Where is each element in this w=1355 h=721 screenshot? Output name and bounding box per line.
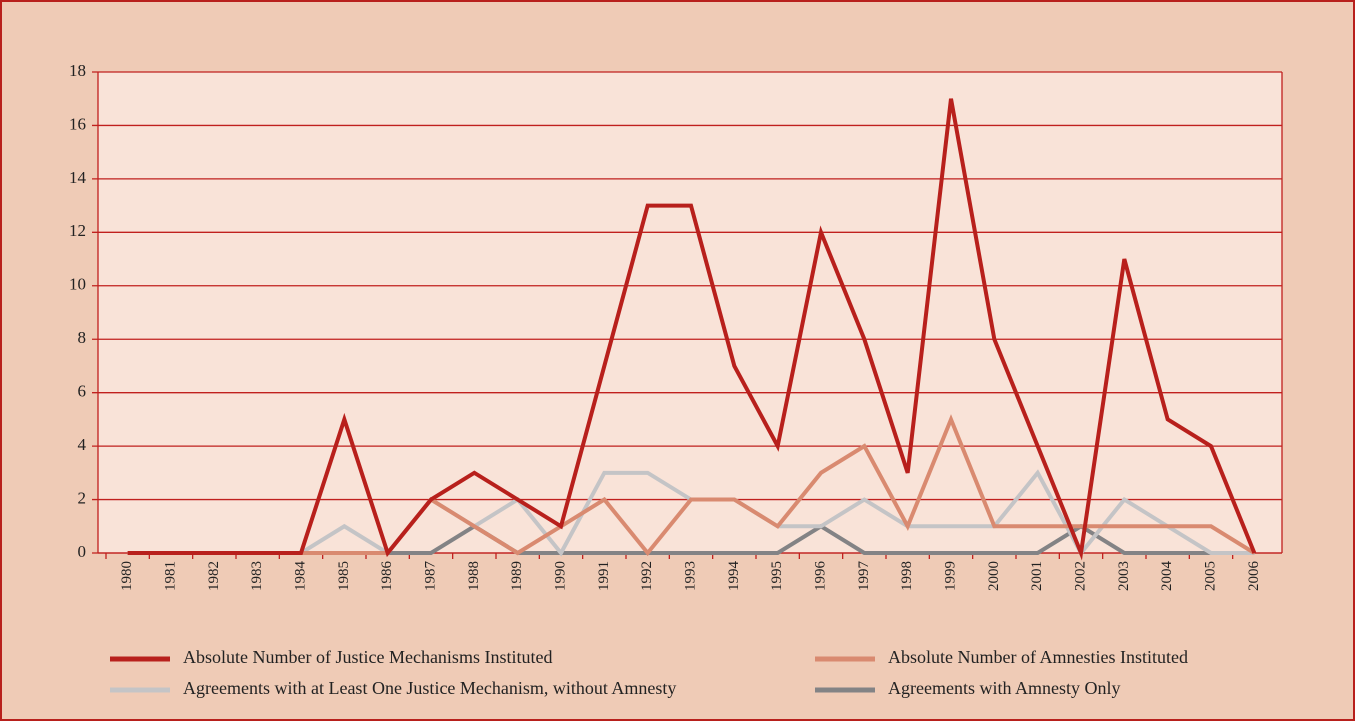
x-tick-label: 2005 bbox=[1202, 561, 1218, 591]
x-tick-label: 2003 bbox=[1116, 561, 1132, 591]
x-tick-label: 1995 bbox=[769, 561, 785, 591]
y-tick-label: 0 bbox=[78, 542, 87, 561]
x-tick-label: 2000 bbox=[986, 561, 1002, 591]
x-tick-label: 1984 bbox=[292, 561, 308, 592]
x-tick-label: 1988 bbox=[466, 561, 482, 591]
y-tick-label: 8 bbox=[78, 328, 87, 347]
x-tick-label: 1991 bbox=[596, 561, 612, 591]
legend-label: Agreements with at Least One Justice Mec… bbox=[183, 678, 676, 698]
x-tick-label: 2001 bbox=[1029, 561, 1045, 591]
x-tick-label: 1986 bbox=[379, 561, 395, 592]
x-tick-label: 1998 bbox=[899, 561, 915, 591]
series-line bbox=[127, 414, 1256, 557]
x-tick-label: 1982 bbox=[206, 561, 222, 591]
x-tick-label: 1985 bbox=[336, 561, 352, 591]
x-tick-label: 1981 bbox=[162, 561, 178, 591]
x-tick-label: 1999 bbox=[942, 561, 958, 591]
y-tick-label: 16 bbox=[69, 114, 86, 133]
y-tick-label: 14 bbox=[69, 168, 87, 187]
x-tick-label: 1992 bbox=[639, 561, 655, 591]
y-tick-label: 12 bbox=[69, 221, 86, 240]
x-tick-label: 1994 bbox=[726, 561, 742, 592]
plot-area bbox=[98, 72, 1282, 553]
y-tick-label: 6 bbox=[78, 382, 87, 401]
x-tick-label: 2002 bbox=[1072, 561, 1088, 591]
x-tick-label: 1989 bbox=[509, 561, 525, 591]
x-tick-label: 1996 bbox=[812, 561, 828, 592]
y-tick-label: 18 bbox=[69, 61, 86, 80]
x-tick-label: 1987 bbox=[422, 561, 438, 592]
x-tick-label: 1997 bbox=[856, 561, 872, 592]
y-tick-label: 10 bbox=[69, 275, 86, 294]
x-tick-label: 1983 bbox=[249, 561, 265, 591]
x-tick-label: 2006 bbox=[1246, 561, 1262, 592]
x-tick-label: 1993 bbox=[682, 561, 698, 591]
y-tick-label: 4 bbox=[78, 435, 87, 454]
legend-label: Agreements with Amnesty Only bbox=[888, 678, 1120, 698]
legend-label: Absolute Number of Justice Mechanisms In… bbox=[183, 647, 552, 667]
x-tick-label: 1990 bbox=[552, 561, 568, 591]
series-line bbox=[127, 98, 1257, 561]
x-tick-label: 1980 bbox=[119, 561, 135, 591]
x-tick-label: 2004 bbox=[1159, 561, 1175, 592]
legend-label: Absolute Number of Amnesties Instituted bbox=[888, 647, 1188, 667]
y-tick-label: 2 bbox=[78, 488, 87, 507]
